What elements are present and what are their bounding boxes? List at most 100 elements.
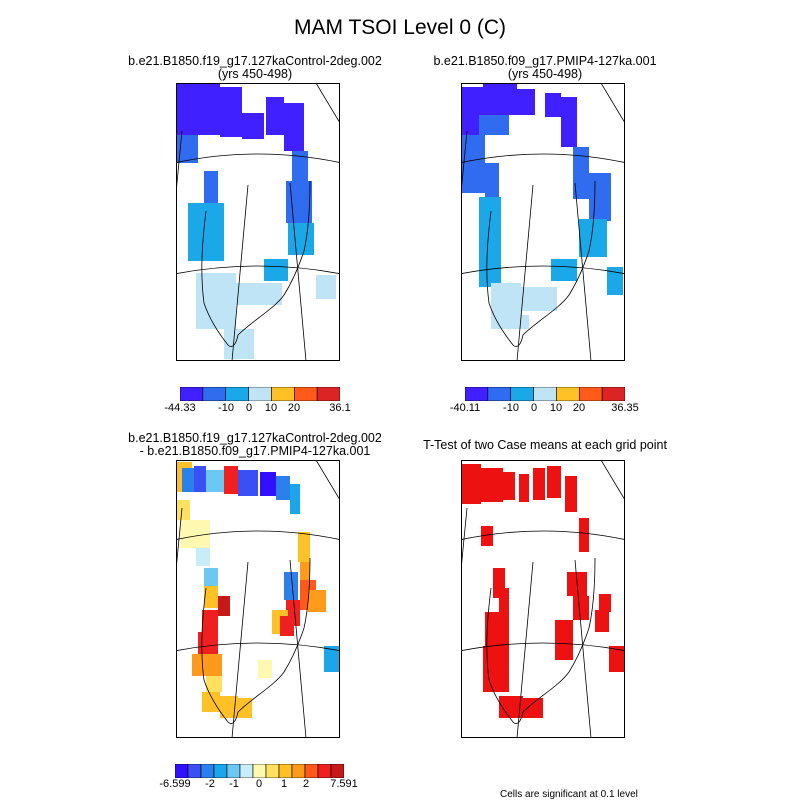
colorbar-swatch <box>465 387 489 401</box>
colorbar-swatch <box>175 764 189 778</box>
colorbar-swatch <box>213 764 228 778</box>
colorbar-swatch <box>226 764 241 778</box>
panel-3-title: b.e21.B1850.f19_g17.127kaControl-2deg.00… <box>90 432 420 458</box>
panel-3-title-line2: - b.e21.B1850.f09_g17.PMIP4-127ka.001 <box>139 444 371 458</box>
cell <box>206 676 222 692</box>
map-panel-2 <box>461 83 625 361</box>
map-frame <box>461 460 625 738</box>
cell <box>280 616 294 636</box>
map-frame <box>176 460 340 738</box>
cell <box>218 596 230 616</box>
colorbar-3-tick: 1 <box>280 778 288 790</box>
cell <box>236 283 282 305</box>
panel-4-title-line1: T-Test of two Case means at each grid po… <box>423 438 667 452</box>
colorbar-3-tick: 2 <box>302 778 310 790</box>
cell <box>220 696 238 718</box>
cell <box>266 97 284 135</box>
cell <box>324 646 340 672</box>
colorbar-swatch <box>200 764 215 778</box>
cell <box>607 267 623 295</box>
cell <box>609 646 625 672</box>
colorbar-1-tick: -44.33 <box>164 402 196 414</box>
cell <box>573 596 589 620</box>
cell <box>561 97 577 147</box>
cell <box>260 472 276 496</box>
cell <box>292 151 308 181</box>
cell <box>220 87 242 137</box>
cell <box>499 696 523 718</box>
shaded-cells <box>176 462 340 718</box>
cell <box>503 472 515 500</box>
colorbar-swatch <box>304 764 319 778</box>
colorbar-swatch <box>187 764 202 778</box>
colorbar-swatch <box>487 387 512 401</box>
cell <box>194 466 206 492</box>
graticule <box>461 83 625 361</box>
cell <box>461 135 485 193</box>
shaded-cells <box>461 83 623 329</box>
panel-2-title-line2: (yrs 450-498) <box>507 67 583 81</box>
colorbar-2-tick: 36.35 <box>611 402 639 414</box>
cell <box>258 660 272 678</box>
coastline <box>201 557 311 724</box>
colorbar-1-tick: -10 <box>218 402 234 414</box>
colorbar-3-tick: -6.599 <box>159 778 191 790</box>
cell <box>264 259 288 281</box>
colorbar-2-tick: 20 <box>572 402 586 414</box>
panel-1-title-line1: b.e21.B1850.f19_g17.127kaControl-2deg.00… <box>128 54 382 68</box>
cell <box>276 476 290 500</box>
panel-1-title: b.e21.B1850.f19_g17.127kaControl-2deg.00… <box>90 55 420 81</box>
cell <box>551 259 577 281</box>
colorbar-swatch <box>533 387 557 401</box>
coastline <box>486 180 596 347</box>
cell <box>479 115 509 135</box>
colorbar-2-tick: 10 <box>549 402 563 414</box>
cell <box>481 468 503 502</box>
cell <box>288 223 314 255</box>
panel-1-title-line2: (yrs 450-498) <box>217 67 293 81</box>
colorbar-3 <box>175 764 344 778</box>
cell <box>595 610 609 632</box>
colorbar-swatch <box>510 387 534 401</box>
graticule <box>176 83 340 361</box>
cell <box>461 464 481 504</box>
cell <box>290 484 300 514</box>
cell <box>533 468 545 500</box>
cell <box>300 562 310 580</box>
colorbar-3-tick: -1 <box>229 778 239 790</box>
cell <box>204 171 218 205</box>
colorbar-swatch <box>225 387 249 401</box>
cell <box>579 518 589 552</box>
panel-2-title-line1: b.e21.B1850.f09_g17.PMIP4-127ka.001 <box>433 54 657 68</box>
cell <box>204 568 218 586</box>
colorbar-2-tick: 0 <box>530 402 538 414</box>
cell <box>599 594 611 612</box>
cell <box>204 586 218 608</box>
significant-cells <box>461 464 625 718</box>
cell <box>483 83 517 115</box>
colorbar-3-tick: 7.591 <box>330 778 358 790</box>
colorbar-swatch <box>556 387 580 401</box>
significance-note: Cells are significant at 0.1 level <box>500 789 638 800</box>
cell <box>545 93 561 117</box>
cell <box>479 197 501 287</box>
map-panel-3 <box>176 460 340 738</box>
colorbar-1-tick: 10 <box>264 402 278 414</box>
colorbar-swatch <box>293 387 318 401</box>
cell <box>198 632 218 654</box>
panel-2-title: b.e21.B1850.f09_g17.PMIP4-127ka.001 (yrs… <box>380 55 710 81</box>
cell <box>589 173 611 221</box>
cell <box>521 698 543 718</box>
colorbar-1 <box>180 387 340 401</box>
colorbar-swatch <box>578 387 603 401</box>
colorbar-3-tick: -2 <box>205 778 215 790</box>
cell <box>202 692 220 712</box>
cell <box>565 476 577 512</box>
cell <box>180 520 210 548</box>
cell <box>286 181 312 223</box>
colorbar-2-tick: -10 <box>503 402 519 414</box>
colorbar-swatch <box>601 387 625 401</box>
panel-4-title: T-Test of two Case means at each grid po… <box>380 439 710 452</box>
cell <box>238 470 258 496</box>
cell <box>517 89 535 115</box>
